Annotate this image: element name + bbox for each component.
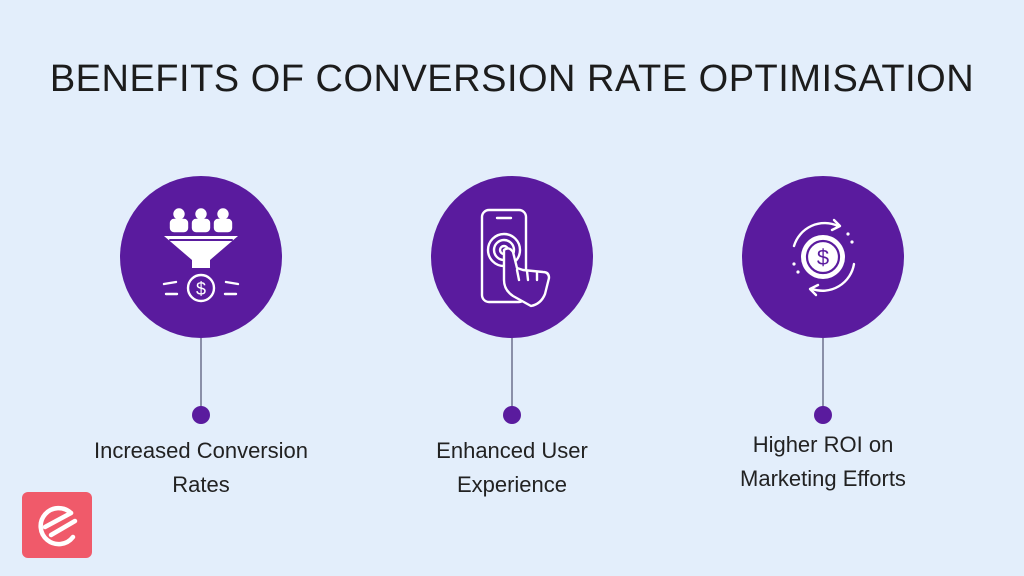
- connector-line: [822, 338, 824, 408]
- phone-touch-icon: [480, 208, 551, 308]
- dollar-cycle-icon: $: [792, 218, 856, 297]
- benefit-enhanced-ux: Enhanced User Experience: [382, 176, 642, 516]
- benefit-label-line2: Experience: [456, 472, 568, 497]
- funnel-dollar-icon: $: [162, 208, 240, 303]
- benefit-circle: $: [742, 176, 904, 338]
- benefit-label: Higher ROI on Marketing Efforts: [693, 428, 953, 496]
- benefit-increased-conversion: $ Increased Conversion Rates: [71, 176, 331, 516]
- benefit-label-line2: Marketing Efforts: [740, 466, 906, 491]
- benefit-label-line1: Enhanced User: [436, 438, 588, 463]
- benefit-label-line1: Increased Conversion: [93, 438, 308, 463]
- benefit-circle: [431, 176, 593, 338]
- benefit-label-line1: Higher ROI on: [752, 432, 894, 457]
- benefit-circle: $: [120, 176, 282, 338]
- connector-dot: [814, 406, 832, 424]
- svg-text:$: $: [196, 279, 206, 299]
- benefit-label: Enhanced User Experience: [382, 434, 642, 502]
- svg-text:$: $: [817, 245, 829, 270]
- brand-logo: [22, 492, 92, 558]
- benefit-label: Increased Conversion Rates: [71, 434, 331, 502]
- connector-dot: [503, 406, 521, 424]
- connector-line: [511, 338, 513, 408]
- connector-dot: [192, 406, 210, 424]
- brand-logo-icon: [38, 505, 78, 547]
- benefit-label-line2: Rates: [172, 472, 230, 497]
- page-title: BENEFITS OF CONVERSION RATE OPTIMISATION: [49, 58, 975, 100]
- benefit-higher-roi: $ Higher ROI on Marketing Efforts: [693, 176, 953, 516]
- connector-line: [200, 338, 202, 408]
